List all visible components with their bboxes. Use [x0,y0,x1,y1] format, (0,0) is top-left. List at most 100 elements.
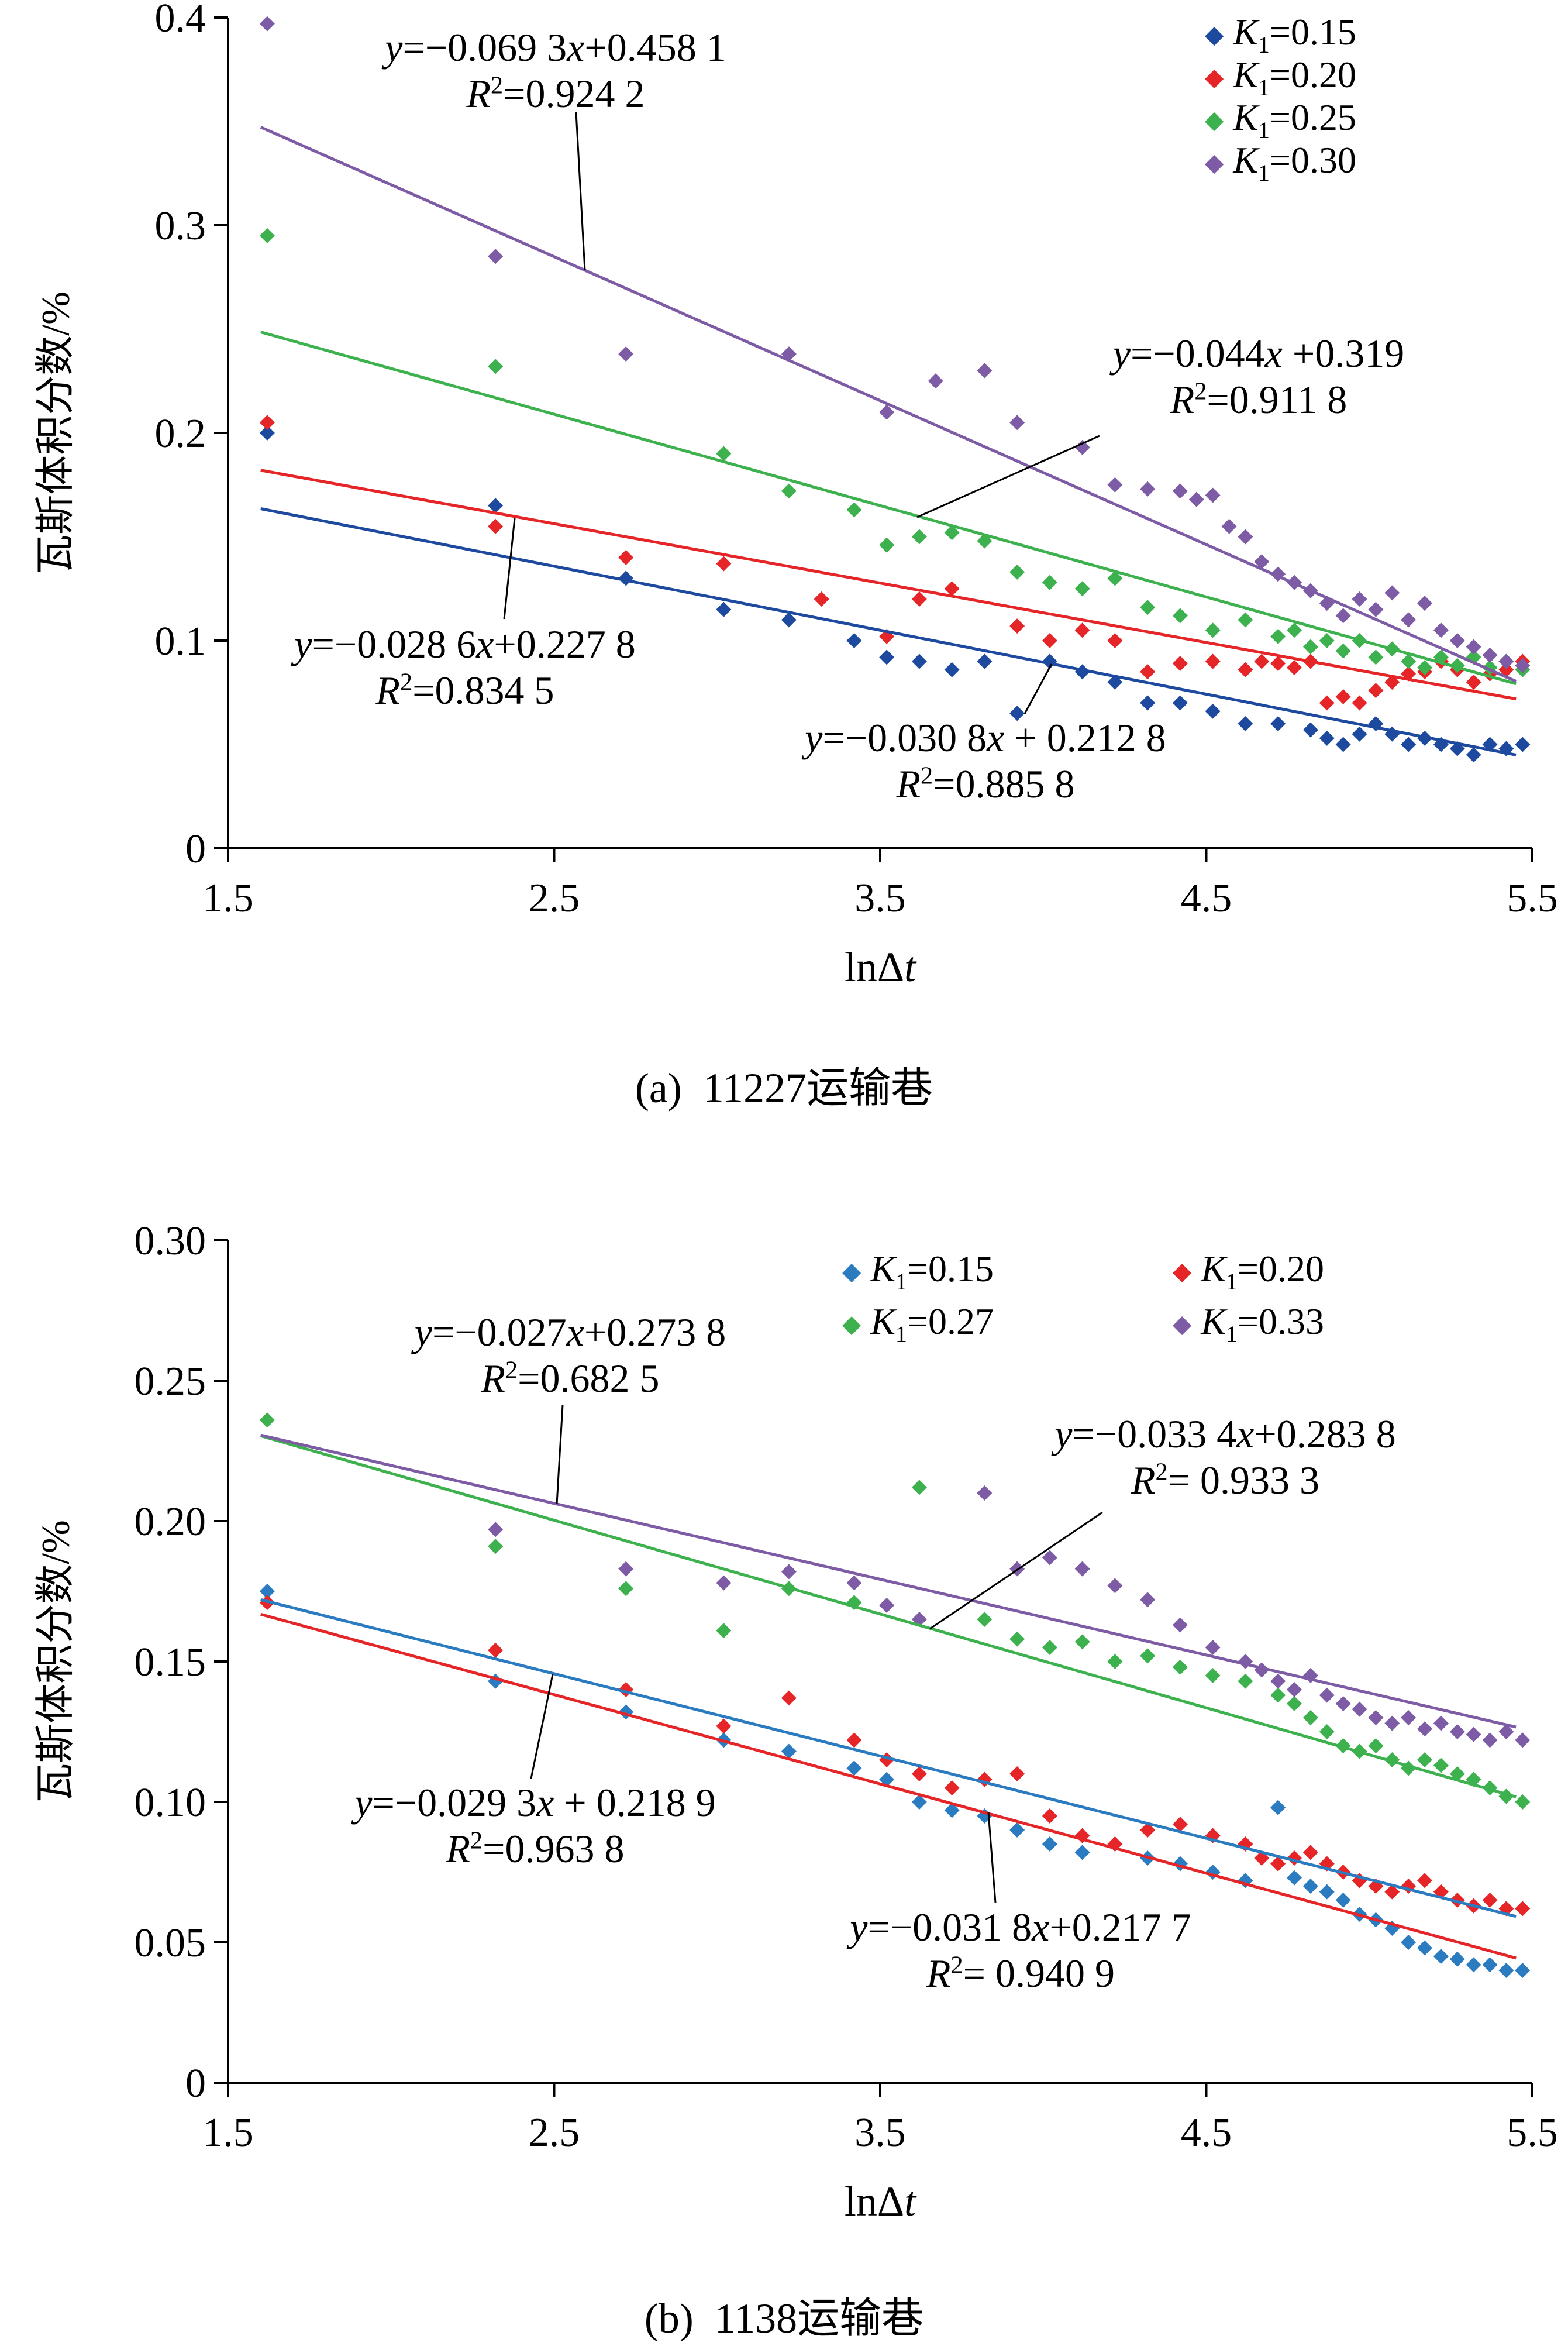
y-tick-label: 0.1 [155,619,206,664]
x-tick-label: 1.5 [202,876,254,921]
r-squared-label: R2= 0.933 3 [1131,1457,1319,1502]
legend-label: K1=0.30 [1233,139,1356,186]
trend-line-K1=0.30 [260,126,1517,683]
x-tick-label: 3.5 [854,876,906,921]
trend-line-K1=0.20 [260,1612,1517,1960]
subfigure-caption-b: (b) 1138运输巷 [644,2295,924,2342]
annotation-leader-line [575,112,586,271]
scatter-series-K1=0.27 [259,1412,1531,1810]
x-tick-label: 3.5 [854,2110,906,2155]
diamond-marker-icon: ◆ [1205,147,1224,177]
y-tick-label: 0.05 [135,1921,206,1966]
annotation-leader-line [916,435,1100,518]
diamond-marker-icon: ◆ [842,1257,861,1285]
legend-label: K1=0.15 [870,1248,994,1295]
legend-item: ◆ K1=0.20 [1205,53,1356,101]
r-squared-label: R2=0.682 5 [481,1356,660,1401]
scatter-series-K1=0.15 [259,1584,1531,1978]
trend-line-K1=0.27 [260,1434,1517,1798]
subfigure-caption-a: (a) 11227运输巷 [635,1065,933,1112]
fit-annotation: y=−0.031 8x+0.217 7 R2= 0.940 9 [850,1904,1191,1997]
y-tick-label: 0 [185,2061,206,2106]
equation-label: y=−0.027x+0.273 8 [414,1310,726,1354]
fit-annotation: y=−0.027x+0.273 8 R2=0.682 5 [415,1309,726,1402]
legend-item: ◆ K1=0.25 [1205,96,1356,143]
r-squared-label: R2=0.924 2 [466,71,645,116]
x-axis-title-b: lnΔt [844,2178,916,2225]
equation-label: y=−0.031 8x+0.217 7 [850,1905,1191,1949]
diamond-marker-icon: ◆ [842,1309,861,1338]
fit-annotation: y=−0.030 8x + 0.212 8 R2=0.885 8 [805,715,1166,807]
r-squared-label: R2= 0.940 9 [926,1951,1115,1996]
legend-item: ◆ K1=0.15 [842,1245,1173,1298]
y-tick-label: 0.4 [155,0,206,41]
annotation-leader-line [1023,663,1053,714]
r-squared-label: R2=0.911 8 [1170,377,1348,422]
equation-label: y=−0.044x +0.319 [1112,331,1405,376]
legend-label: K1=0.15 [1233,11,1356,58]
legend-item: ◆ K1=0.33 [1173,1298,1503,1350]
x-tick-label: 4.5 [1181,876,1232,921]
legend-a: ◆ K1=0.15 ◆ K1=0.20 ◆ K1=0.25 ◆ K1=0.30 [1205,11,1356,186]
trend-line-K1=0.20 [260,469,1517,701]
x-tick-label: 2.5 [529,876,580,921]
y-tick-label: 0.3 [155,204,206,249]
y-tick-label: 0 [185,827,206,872]
trend-line-K1=0.15 [260,507,1517,756]
x-tick-label: 2.5 [529,2110,580,2155]
scatter-series-K1=0.25 [259,228,1531,677]
legend-item: ◆ K1=0.27 [842,1298,1173,1350]
fit-annotation: y=−0.028 6x+0.227 8 R2=0.834 5 [294,621,635,714]
legend-label: K1=0.27 [870,1301,994,1347]
diamond-marker-icon: ◆ [1205,62,1224,91]
x-tick-label: 5.5 [1507,876,1558,921]
y-axis-title-a: 瓦斯体积分数/% [33,291,78,575]
diamond-marker-icon: ◆ [1173,1257,1192,1285]
fit-annotation: y=−0.069 3x+0.458 1 R2=0.924 2 [385,25,726,117]
trend-line-K1=0.15 [260,1598,1517,1918]
legend-label: K1=0.33 [1201,1301,1324,1347]
annotation-leader-line [929,1511,1103,1630]
equation-label: y=−0.029 3x + 0.218 9 [354,1780,716,1825]
trend-line-K1=0.33 [260,1433,1517,1729]
legend-label: K1=0.20 [1201,1248,1324,1295]
scatter-series-K1=0.20 [259,1595,1531,1917]
y-tick-label: 0.10 [135,1780,206,1825]
fit-annotation: y=−0.044x +0.319 R2=0.911 8 [1113,331,1404,423]
y-tick-label: 0.20 [135,1499,206,1544]
x-tick-label: 1.5 [202,2110,254,2155]
equation-label: y=−0.030 8x + 0.212 8 [805,716,1166,760]
diamond-marker-icon: ◆ [1173,1309,1192,1338]
y-axis-title-b: 瓦斯体积分数/% [33,1520,78,1803]
legend-item: ◆ K1=0.30 [1205,139,1356,186]
y-tick-label: 0.15 [135,1640,206,1685]
equation-label: y=−0.069 3x+0.458 1 [385,25,726,70]
diamond-marker-icon: ◆ [1205,19,1224,49]
fit-annotation: y=−0.033 4x+0.283 8 R2= 0.933 3 [1054,1411,1395,1504]
legend-label: K1=0.25 [1233,96,1356,143]
r-squared-label: R2=0.885 8 [896,761,1075,806]
x-tick-label: 4.5 [1181,2110,1232,2155]
legend-b: ◆ K1=0.15 ◆ K1=0.20 ◆ K1=0.27 ◆ K1=0.33 [842,1245,1503,1350]
equation-label: y=−0.028 6x+0.227 8 [294,622,636,666]
x-axis-title-a: lnΔt [844,944,916,990]
legend-label: K1=0.20 [1233,53,1356,101]
legend-item: ◆ K1=0.15 [1205,11,1356,58]
y-tick-label: 0.25 [135,1359,206,1404]
annotation-leader-line [987,1812,997,1903]
fit-annotation: y=−0.029 3x + 0.218 9 R2=0.963 8 [354,1780,715,1872]
x-tick-label: 5.5 [1507,2110,1558,2155]
y-tick-label: 0.30 [135,1219,206,1264]
equation-label: y=−0.033 4x+0.283 8 [1054,1412,1396,1456]
trend-line-K1=0.25 [260,331,1517,686]
r-squared-label: R2=0.963 8 [446,1826,625,1871]
annotation-leader-line [503,518,516,620]
annotation-leader-line [530,1674,554,1779]
y-tick-label: 0.2 [155,411,206,456]
diamond-marker-icon: ◆ [1205,105,1224,134]
legend-item: ◆ K1=0.20 [1173,1245,1503,1298]
annotation-leader-line [556,1405,564,1505]
r-squared-label: R2=0.834 5 [375,668,554,713]
